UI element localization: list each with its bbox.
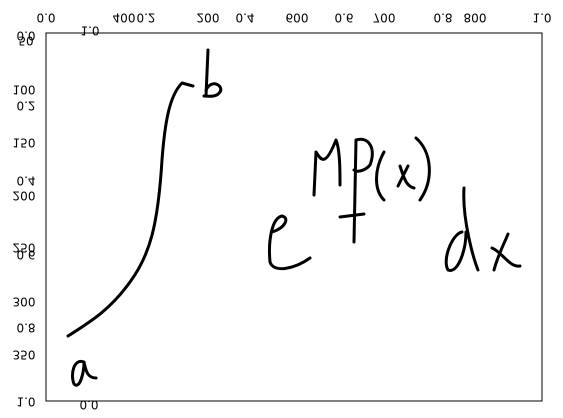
tick-label: 1.0 <box>16 395 35 409</box>
tick-label: 0.0 <box>16 29 35 43</box>
tick-label: 0.6 <box>334 11 353 25</box>
exponent <box>312 136 431 244</box>
tick-label: 250 <box>13 241 36 255</box>
tick-label: 350 <box>13 348 36 362</box>
tick-label: 150 <box>13 136 36 150</box>
top-ticks: 0.0 0.2 0.4 0.6 0.8 1.0 1.0 400 200 600 … <box>36 11 551 38</box>
handwriting <box>66 48 522 387</box>
letter-b <box>202 48 223 98</box>
tick-label: 0.0 <box>79 398 98 412</box>
tick-label: 600 <box>286 11 309 25</box>
axes-frame <box>45 32 543 402</box>
tick-label: 0.4 <box>235 11 254 25</box>
dx <box>444 186 522 272</box>
tick-label: 0.2 <box>136 11 155 25</box>
tick-label: 0.6 <box>16 248 35 262</box>
tick-label: 800 <box>464 11 487 25</box>
tick-label: 1.0 <box>80 24 99 38</box>
tick-label: 1.0 <box>532 11 551 25</box>
integral <box>66 81 195 338</box>
tick-label: 700 <box>373 11 396 25</box>
tick-label: 0.0 <box>36 11 55 25</box>
letter-a <box>70 359 98 387</box>
tick-label: 0.2 <box>16 99 35 113</box>
tick-label: 300 <box>13 295 36 309</box>
tick-label: 400 <box>113 11 136 25</box>
tick-label: 200 <box>197 11 220 25</box>
tick-label: 0.8 <box>16 321 35 335</box>
letter-e <box>268 214 312 271</box>
tick-label: 100 <box>13 83 36 97</box>
tick-label: 50 <box>18 34 33 48</box>
left-ticks: 0.0 0.2 0.4 0.6 0.8 1.0 50 100 150 200 2… <box>13 29 36 409</box>
tick-label: 200 <box>13 189 36 203</box>
tick-label: 0.4 <box>16 174 35 188</box>
tick-label: 0.8 <box>433 11 452 25</box>
